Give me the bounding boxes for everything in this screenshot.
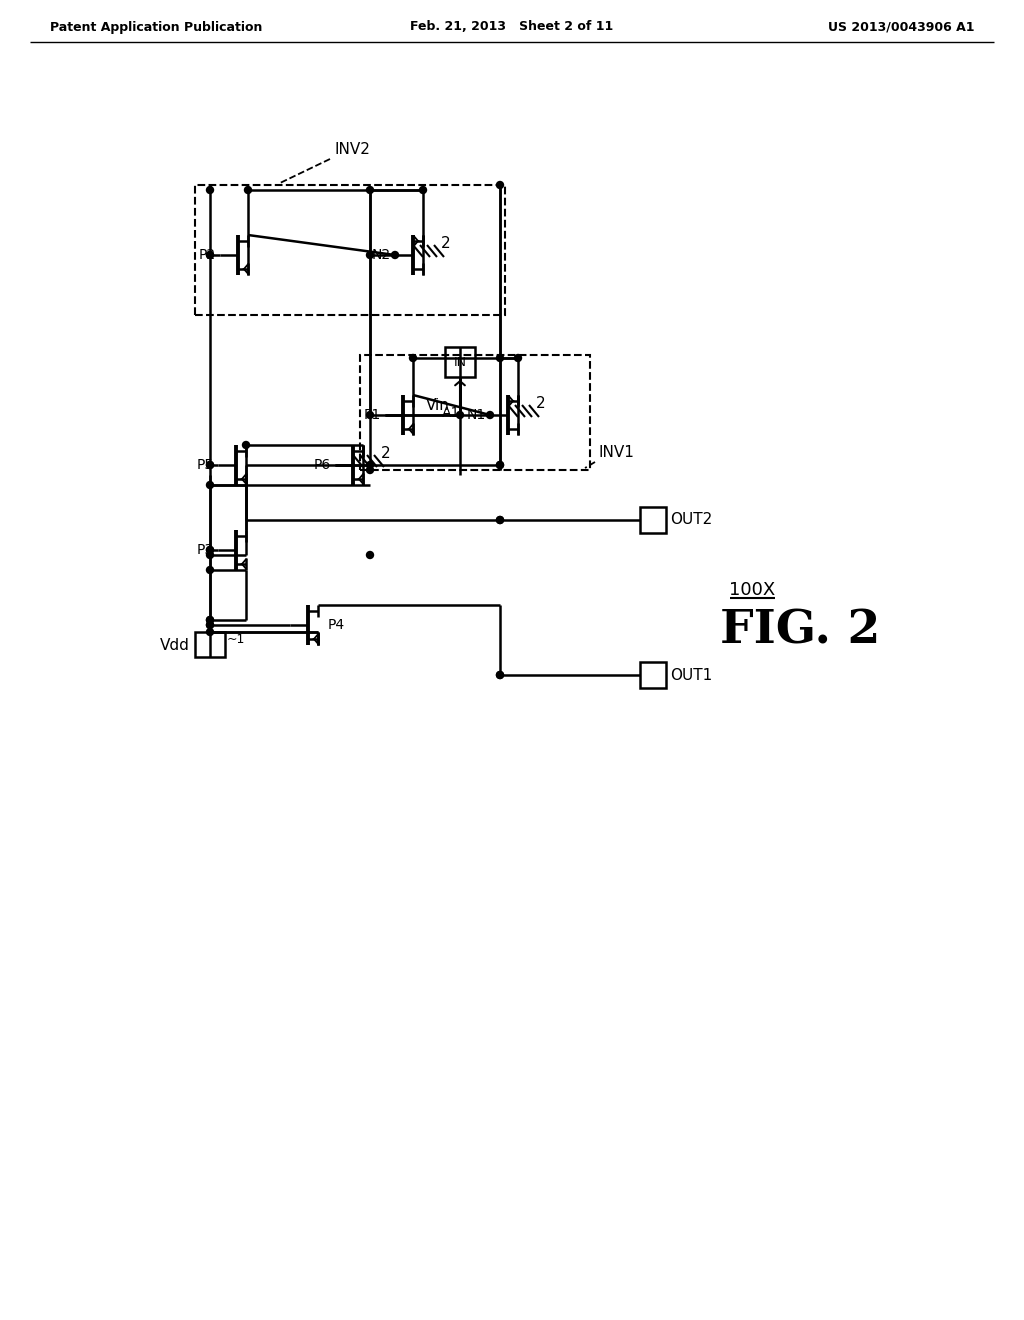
Text: A1: A1 (441, 407, 460, 420)
Text: 2: 2 (381, 446, 390, 461)
Circle shape (207, 628, 213, 635)
Circle shape (207, 462, 213, 469)
Circle shape (207, 252, 213, 259)
Circle shape (497, 181, 504, 189)
Circle shape (497, 516, 504, 524)
Text: N1: N1 (467, 408, 486, 422)
Bar (640, 663, 666, 688)
Circle shape (207, 566, 213, 573)
Bar (360, 355, 590, 470)
Text: Patent Application Publication: Patent Application Publication (50, 21, 262, 33)
Circle shape (207, 546, 213, 553)
Circle shape (497, 672, 504, 678)
Circle shape (207, 616, 213, 623)
Text: P6: P6 (313, 458, 331, 473)
Text: 2: 2 (536, 396, 546, 411)
Circle shape (207, 462, 213, 469)
Bar (195, 632, 225, 657)
Circle shape (497, 462, 504, 469)
Circle shape (457, 412, 464, 418)
Circle shape (497, 355, 504, 362)
Text: US 2013/0043906 A1: US 2013/0043906 A1 (827, 21, 974, 33)
Circle shape (207, 622, 213, 628)
Bar (640, 507, 666, 533)
Bar (195, 185, 505, 315)
Circle shape (486, 412, 494, 418)
Circle shape (207, 252, 213, 259)
Circle shape (367, 462, 374, 469)
Text: FIG. 2: FIG. 2 (720, 607, 881, 653)
Text: P2: P2 (199, 248, 216, 261)
Circle shape (497, 672, 504, 678)
Circle shape (207, 622, 213, 628)
Text: INV2: INV2 (335, 143, 371, 157)
Text: 2: 2 (441, 235, 451, 251)
Circle shape (367, 252, 374, 259)
Circle shape (207, 186, 213, 194)
Circle shape (245, 186, 252, 194)
Text: Vdd: Vdd (160, 638, 190, 652)
Text: P1: P1 (364, 408, 381, 422)
Text: OUT1: OUT1 (670, 668, 713, 682)
Text: P3: P3 (197, 543, 214, 557)
Text: Vin: Vin (426, 397, 450, 412)
Circle shape (207, 482, 213, 488)
Circle shape (497, 516, 504, 524)
Text: N2: N2 (372, 248, 391, 261)
Text: OUT2: OUT2 (670, 512, 713, 528)
Circle shape (207, 616, 213, 623)
Circle shape (410, 355, 417, 362)
Circle shape (367, 412, 374, 418)
Circle shape (367, 466, 374, 474)
Circle shape (207, 552, 213, 558)
Text: Feb. 21, 2013   Sheet 2 of 11: Feb. 21, 2013 Sheet 2 of 11 (411, 21, 613, 33)
Text: INV1: INV1 (598, 445, 634, 459)
Text: ~1: ~1 (227, 634, 246, 645)
Circle shape (514, 355, 521, 362)
Bar (445, 347, 475, 378)
Circle shape (420, 186, 427, 194)
Circle shape (367, 186, 374, 194)
Circle shape (367, 552, 374, 558)
Circle shape (497, 462, 504, 469)
Circle shape (243, 441, 250, 449)
Text: 100X: 100X (729, 581, 775, 599)
Circle shape (207, 546, 213, 553)
Circle shape (391, 252, 398, 259)
Text: P5: P5 (197, 458, 214, 473)
Text: IN: IN (454, 355, 467, 368)
Text: P4: P4 (328, 618, 345, 632)
